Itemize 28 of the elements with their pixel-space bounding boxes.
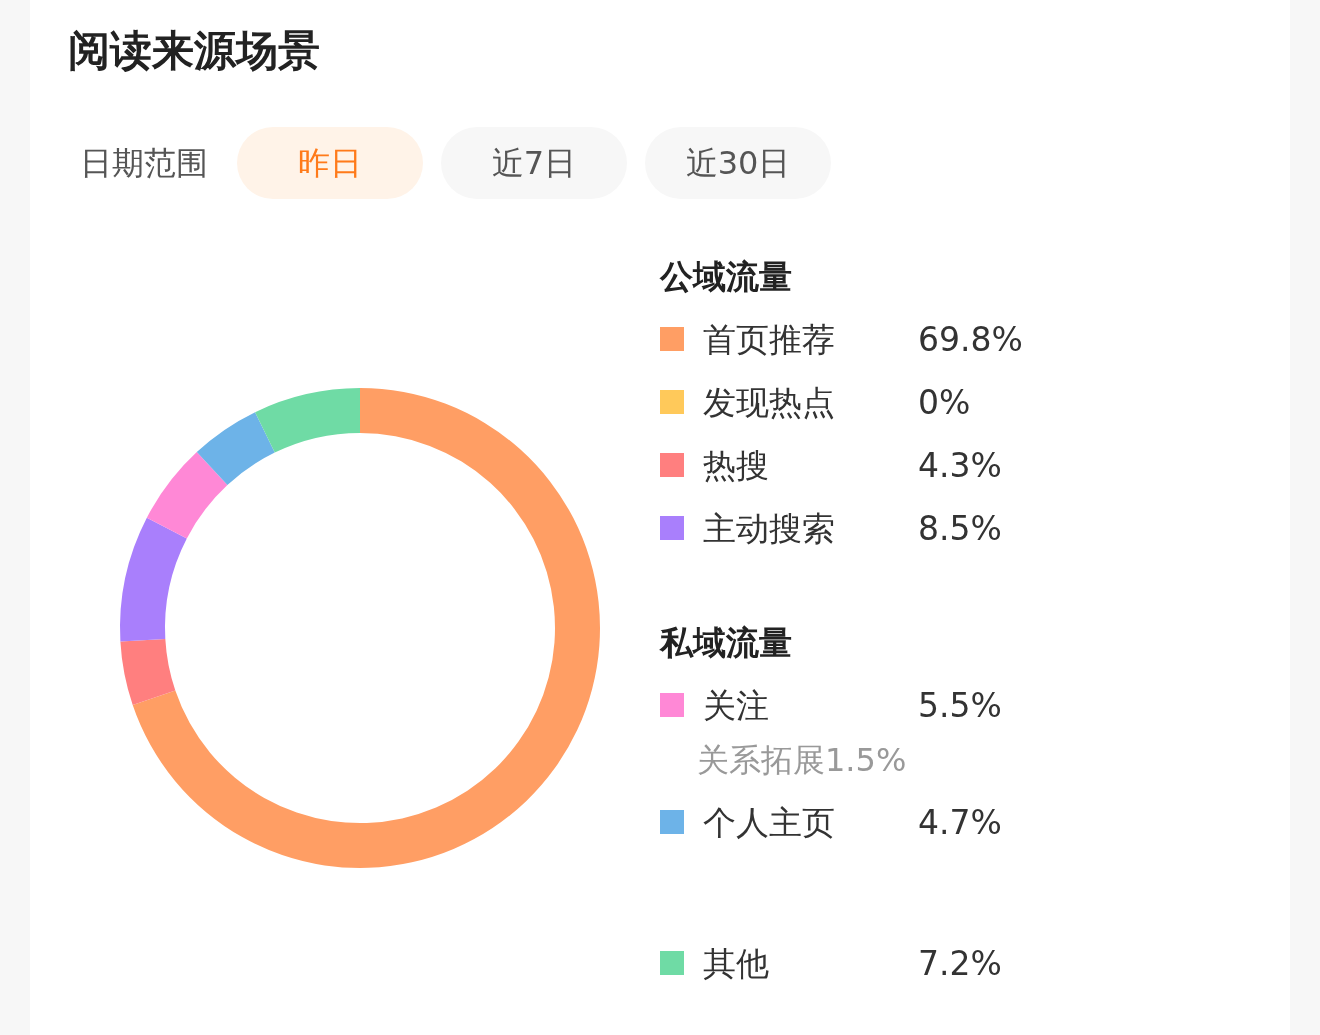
text: 公域流量 — [659, 256, 792, 296]
legend-label: 首页推荐 — [703, 319, 835, 359]
data-label: 4.7% — [918, 802, 1002, 842]
legend-label: 个人主页 — [703, 802, 835, 842]
donut-slice — [120, 517, 187, 642]
text: 私域流量 — [659, 622, 792, 662]
data-label: 5.5% — [918, 685, 1002, 725]
donut-slice — [120, 639, 176, 706]
donut-slice — [146, 452, 228, 539]
text: 近30日 — [685, 144, 791, 182]
data-label: 69.8% — [918, 319, 1023, 359]
donut-slice — [255, 388, 360, 453]
donut-slice — [132, 388, 600, 868]
legend-label: 关注 — [703, 685, 769, 725]
text: 日期范围 — [80, 144, 208, 182]
data-label: 7.2% — [918, 943, 1002, 983]
text: 0% — [918, 382, 971, 422]
data-label: 8.5% — [918, 508, 1002, 548]
data-label: 4.3% — [918, 445, 1002, 485]
legend-label: 发现热点 — [703, 382, 835, 422]
legend-label: 其他 — [703, 943, 769, 983]
legend-label: 热搜 — [703, 445, 769, 485]
chart-title: 阅读来源场景 — [68, 25, 320, 75]
donut-slice — [196, 412, 275, 486]
text: 关系拓展1.5% — [697, 741, 907, 779]
text: 昨日 — [298, 144, 362, 182]
text: 近7日 — [491, 144, 577, 182]
legend-label: 主动搜索 — [703, 508, 835, 548]
